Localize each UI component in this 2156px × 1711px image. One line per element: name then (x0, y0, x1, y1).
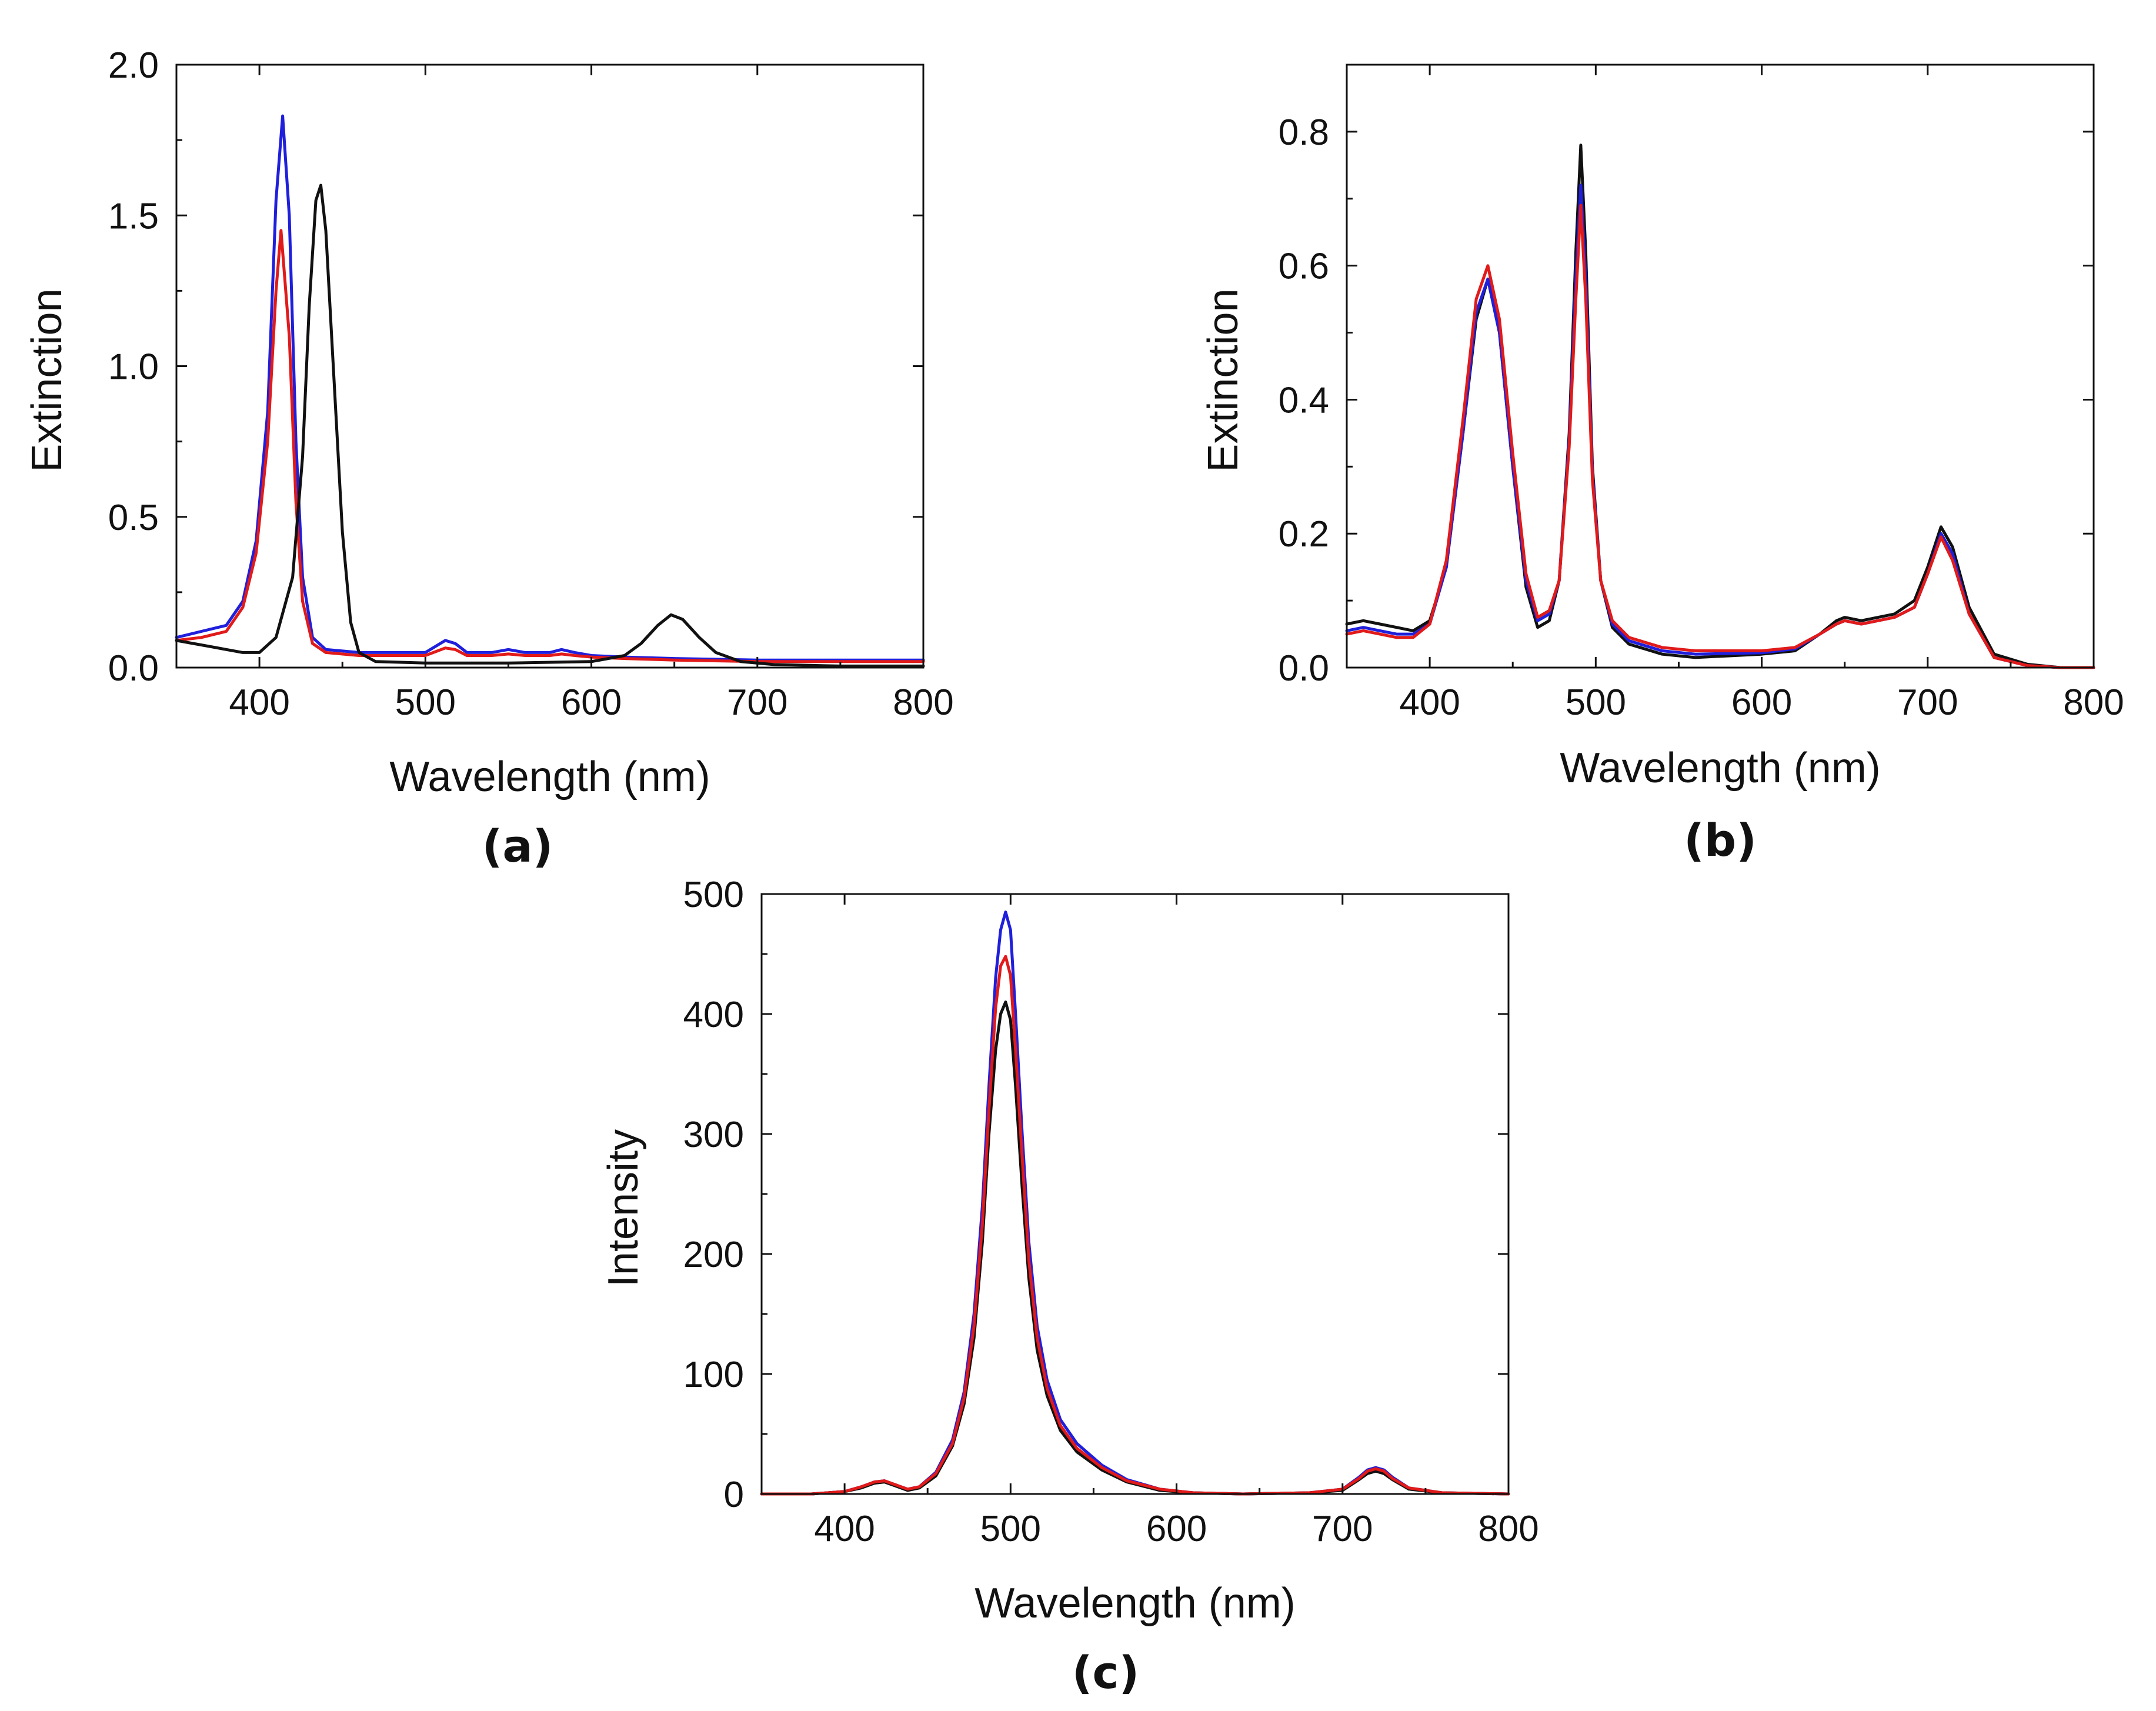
panel-a-y-tick-label: 0.0 (108, 648, 159, 689)
panel-b-x-tick-label: 500 (1566, 682, 1626, 723)
panel-a-x-axis-title: Wavelength (nm) (389, 753, 710, 801)
panel-a-plot-frame (175, 64, 925, 669)
panel-b-y-tick-label: 0.4 (1279, 380, 1329, 421)
panel-c-label: (c) (1072, 1646, 1140, 1699)
panel-b-y-tick-label: 0.8 (1279, 112, 1329, 153)
panel-b-plot-frame (1346, 64, 2095, 669)
panel-b-y-tick-label: 0.2 (1279, 514, 1329, 555)
panel-b-y-tick-label: 0.0 (1279, 648, 1329, 689)
panel-b-x-tick-label: 600 (1731, 682, 1792, 723)
panel-a-x-tick-label: 600 (561, 682, 622, 723)
panel-c-x-axis-title: Wavelength (nm) (974, 1580, 1296, 1627)
panel-c-series-red-line (760, 955, 1510, 1496)
panel-b-y-tick-label: 0.6 (1279, 246, 1329, 287)
panel-b-x-tick-label: 800 (2063, 682, 2124, 723)
panel-c-x-tick-label: 600 (1146, 1509, 1207, 1549)
panel-c-y-tick-label: 0 (724, 1475, 744, 1515)
panel-c-y-tick-label: 400 (683, 995, 744, 1035)
panel-b-x-tick-label: 700 (1897, 682, 1958, 723)
panel-c-y-axis-title: Intensity (600, 1129, 647, 1287)
panel-a-x-tick-label: 800 (893, 682, 953, 723)
panel-a-x-tick-label: 500 (395, 682, 456, 723)
panel-a-x-tick-label: 400 (229, 682, 289, 723)
panel-c-x-tick-label: 800 (1478, 1509, 1538, 1549)
panel-a-y-tick-label: 2.0 (108, 45, 159, 86)
panel-a-y-axis-title: Extinction (24, 288, 71, 472)
panel-a-series-blue-line (175, 114, 925, 662)
panel-c-series-blue-line (760, 910, 1510, 1496)
panel-b-x-tick-label: 400 (1399, 682, 1460, 723)
panel-c-y-tick-label: 100 (683, 1355, 744, 1395)
panel-c-y-tick-label: 300 (683, 1115, 744, 1155)
panel-b-series-black-line (1345, 144, 2095, 669)
panel-b-label: (b) (1684, 814, 1757, 866)
panel-a-chart: 400 500 600 700 800 0.0 0.5 1.0 1.5 2.0 Wavelength… (24, 45, 954, 872)
panel-a-label: (a) (482, 820, 553, 872)
panel-b-series-blue-line (1345, 184, 2095, 669)
panel-b-series-red-line (1345, 204, 2095, 669)
panel-c-y-tick-label: 500 (683, 875, 744, 915)
panel-a-y-tick-label: 1.0 (108, 347, 159, 388)
panel-b-x-axis-title: Wavelength (nm) (1560, 745, 1881, 792)
panel-b-chart: 400 500 600 700 800 0.0 0.2 0.4 0.6 0.8 Wavelength… (1200, 64, 2124, 866)
panel-b-y-axis-title: Extinction (1200, 288, 1247, 472)
panel-c-series-black-line (760, 1000, 1510, 1496)
panel-c-y-tick-label: 200 (683, 1235, 744, 1275)
panel-a-y-tick-label: 1.5 (108, 196, 159, 236)
panel-c-x-tick-label: 500 (980, 1509, 1041, 1549)
panel-c-x-tick-label: 700 (1312, 1509, 1373, 1549)
panel-c-chart: 400 500 600 700 800 0 100 200 300 400 500 Wavelengt… (600, 875, 1539, 1699)
panel-a-series-black-line (175, 184, 925, 668)
panel-a-y-tick-label: 0.5 (108, 498, 159, 538)
panel-a-x-tick-label: 700 (727, 682, 787, 723)
panel-c-plot-frame (760, 893, 1510, 1495)
panel-a-series-red-line (175, 229, 925, 663)
panel-c-x-tick-label: 400 (814, 1509, 875, 1549)
